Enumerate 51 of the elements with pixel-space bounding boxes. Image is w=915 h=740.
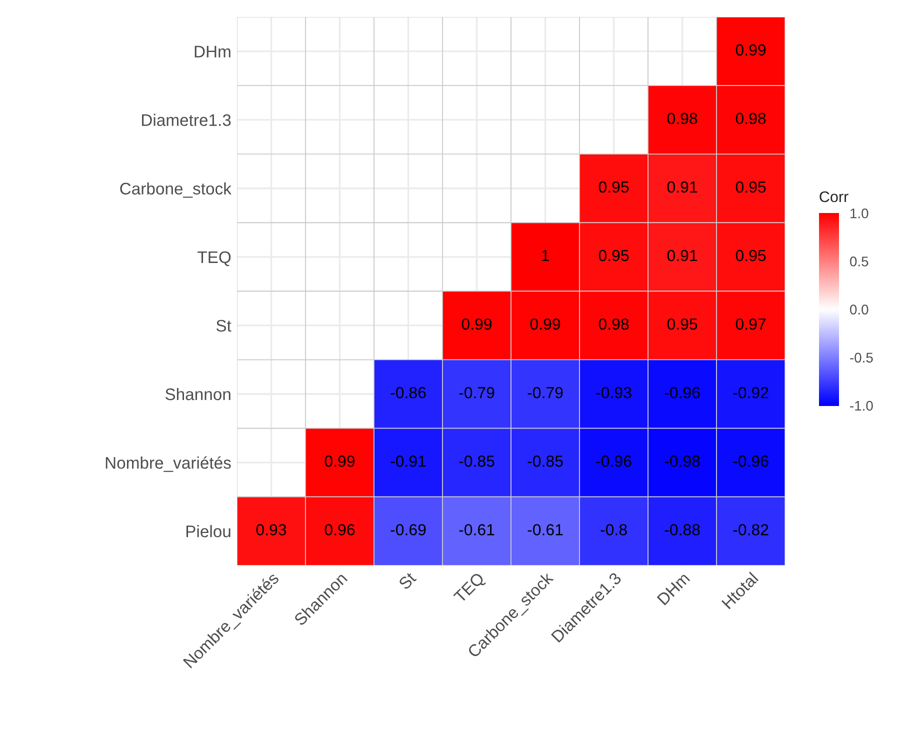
data-label: 0.98 — [736, 112, 766, 124]
data-label: 0.99 — [530, 318, 560, 330]
color-bar-label: -1.0 — [850, 400, 873, 411]
data-label: -0.82 — [733, 524, 768, 536]
data-label: 0.99 — [736, 44, 766, 56]
data-label: 0.95 — [736, 181, 766, 193]
color-bar-label: 0.0 — [850, 304, 868, 314]
data-label: -0.61 — [528, 524, 563, 536]
data-label: 0.95 — [736, 250, 766, 262]
data-label: -0.85 — [528, 456, 563, 467]
data-label: 1 — [542, 250, 549, 262]
y-tick-label: Pielou — [186, 525, 230, 538]
y-tick-label: Nombre_variétés — [106, 456, 231, 472]
y-tick-label: St — [216, 320, 232, 332]
data-label: 0.99 — [462, 318, 492, 330]
color-bar-label: 0.5 — [850, 256, 868, 266]
data-label: 0.93 — [256, 524, 286, 536]
data-label: 0.97 — [736, 318, 766, 330]
data-label: 0.98 — [667, 112, 698, 124]
data-label: -0.69 — [390, 524, 426, 536]
y-tick-label: Shannon — [165, 388, 230, 400]
color-bar-label: -0.5 — [850, 352, 873, 363]
data-label: -0.86 — [390, 386, 426, 398]
data-label: -0.88 — [664, 524, 700, 536]
color-bar-label: 1.0 — [850, 208, 868, 218]
data-label: -0.98 — [664, 456, 700, 467]
data-label: -0.96 — [596, 456, 632, 467]
x-tick-label: St — [398, 571, 417, 590]
data-label: 0.95 — [598, 181, 629, 193]
data-label: -0.93 — [596, 386, 632, 398]
data-label: 0.91 — [667, 250, 698, 262]
data-label: -0.85 — [459, 456, 494, 467]
data-label: 0.98 — [598, 318, 629, 330]
y-tick-label: Carbone_stock — [120, 182, 232, 198]
data-label: -0.91 — [390, 456, 426, 467]
y-tick-label: Diametre1.3 — [142, 114, 231, 126]
data-label: -0.79 — [459, 386, 494, 398]
data-label: 0.95 — [598, 250, 629, 262]
color-bar-title: Corr — [820, 191, 848, 202]
y-tick-label: TEQ — [198, 251, 231, 266]
y-tick-label: DHm — [194, 46, 230, 58]
data-label: -0.8 — [600, 524, 627, 536]
data-label: -0.96 — [664, 386, 700, 398]
data-label: -0.79 — [528, 386, 563, 398]
data-label: -0.92 — [733, 386, 768, 398]
data-label: 0.95 — [667, 318, 698, 330]
data-label: -0.61 — [459, 524, 494, 536]
data-label: 0.91 — [667, 181, 698, 193]
data-label: 0.99 — [324, 456, 355, 467]
data-label: 0.96 — [324, 524, 355, 536]
data-label: -0.96 — [733, 456, 768, 467]
